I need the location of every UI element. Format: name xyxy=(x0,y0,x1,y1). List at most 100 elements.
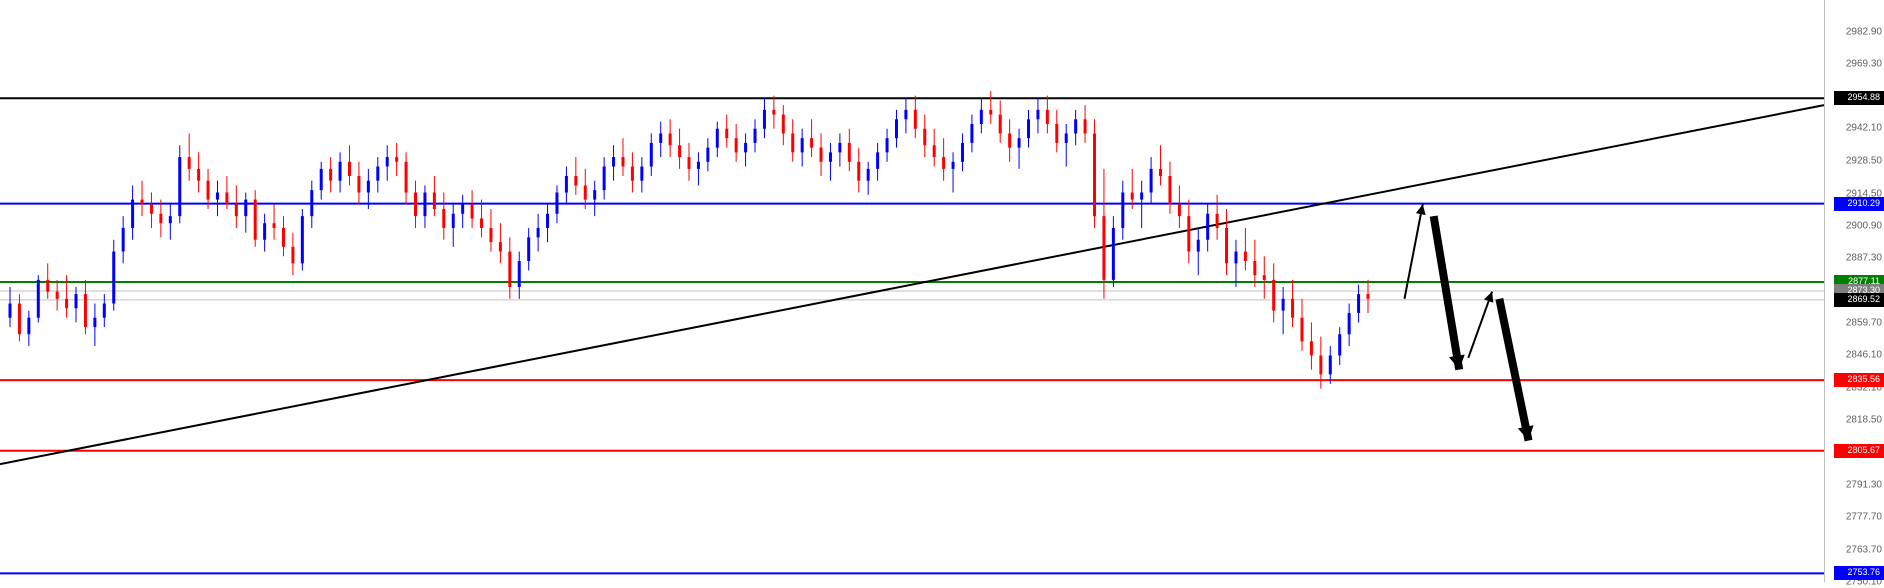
candle-body xyxy=(1036,110,1039,119)
candle-body xyxy=(244,200,247,217)
price-level-tag: 2869.52 xyxy=(1834,293,1884,307)
candle-body xyxy=(1187,216,1190,251)
candle-body xyxy=(933,145,936,157)
candle-body xyxy=(574,176,577,185)
candle-body xyxy=(820,148,823,162)
projection-arrow xyxy=(1499,299,1528,441)
candle-body xyxy=(27,318,30,335)
y-axis-label: 2846.10 xyxy=(1846,350,1882,361)
candle-body xyxy=(37,280,40,318)
candle-body xyxy=(829,152,832,161)
candle-body xyxy=(1027,119,1030,138)
candle-body xyxy=(659,133,662,142)
candle-body xyxy=(1234,252,1237,264)
candle-body xyxy=(433,193,436,210)
candle-body xyxy=(1112,228,1115,280)
candle-body xyxy=(254,200,257,240)
candle-body xyxy=(480,218,483,227)
candle-body xyxy=(961,143,964,162)
y-axis-label: 2928.50 xyxy=(1846,155,1882,166)
candle-body xyxy=(405,162,408,193)
candle-body xyxy=(46,280,49,292)
candle-body xyxy=(1084,119,1087,133)
candle-body xyxy=(1018,138,1021,147)
candle-body xyxy=(546,214,549,228)
candle-body xyxy=(1244,252,1247,261)
candle-body xyxy=(640,167,643,181)
candle-body xyxy=(1263,275,1266,280)
candle-body xyxy=(1348,313,1351,334)
candle-body xyxy=(263,223,266,240)
candle-body xyxy=(791,133,794,152)
candle-body xyxy=(301,216,304,263)
candle-body xyxy=(329,169,332,181)
projection-arrow xyxy=(1404,204,1422,298)
candle-body xyxy=(867,169,870,181)
candle-body xyxy=(452,214,455,228)
candle-body xyxy=(1291,299,1294,318)
candle-body xyxy=(122,228,125,252)
candle-body xyxy=(886,138,889,152)
candle-body xyxy=(584,185,587,199)
candle-body xyxy=(1300,318,1303,342)
candle-body xyxy=(207,181,210,200)
candle-body xyxy=(376,167,379,181)
y-axis-label: 2887.30 xyxy=(1846,252,1882,263)
candle-body xyxy=(1093,133,1096,216)
candle-body xyxy=(1150,169,1153,193)
candle-body xyxy=(65,299,68,308)
candle-body xyxy=(1178,204,1181,216)
y-axis-label: 2791.30 xyxy=(1846,479,1882,490)
candle-body xyxy=(565,176,568,193)
candle-body xyxy=(508,252,511,287)
candle-body xyxy=(895,119,898,138)
candle-body xyxy=(697,162,700,169)
candle-body xyxy=(1102,216,1105,280)
candle-body xyxy=(952,162,955,169)
candle-body xyxy=(688,157,691,169)
candle-body xyxy=(904,110,907,119)
candle-body xyxy=(1131,193,1134,200)
candle-body xyxy=(650,143,653,167)
candle-body xyxy=(1206,214,1209,240)
candle-body xyxy=(603,167,606,191)
candle-body xyxy=(1008,133,1011,147)
candle-body xyxy=(93,318,96,327)
candle-body xyxy=(1055,124,1058,143)
candle-body xyxy=(612,157,615,166)
candle-body xyxy=(735,138,738,152)
candle-body xyxy=(395,157,398,162)
candle-body xyxy=(706,148,709,162)
candle-body xyxy=(1046,110,1049,124)
price-level-tag: 2910.29 xyxy=(1834,197,1884,211)
candle-body xyxy=(669,133,672,145)
candle-body xyxy=(348,162,351,176)
y-axis-label: 2763.70 xyxy=(1846,544,1882,555)
candle-body xyxy=(1074,119,1077,133)
candle-body xyxy=(131,200,134,228)
candle-body xyxy=(1216,214,1219,228)
y-axis: 2982.902969.302955.702942.102928.502914.… xyxy=(1824,0,1884,582)
candle-body xyxy=(367,181,370,193)
candle-body xyxy=(621,157,624,166)
y-axis-label: 2942.10 xyxy=(1846,123,1882,134)
candle-body xyxy=(159,214,162,223)
candle-body xyxy=(9,304,12,318)
y-axis-label: 2969.30 xyxy=(1846,59,1882,70)
candle-body xyxy=(75,294,78,308)
candle-body xyxy=(1225,228,1228,263)
candle-body xyxy=(499,242,502,251)
candle-body xyxy=(725,129,728,138)
candle-body xyxy=(999,115,1002,134)
candle-body xyxy=(169,216,172,223)
candle-body xyxy=(273,223,276,228)
candle-body xyxy=(1329,355,1332,374)
projection-arrow xyxy=(1434,216,1460,370)
y-axis-label: 2818.50 xyxy=(1846,415,1882,426)
candle-body xyxy=(923,129,926,146)
y-axis-label: 2982.90 xyxy=(1846,27,1882,38)
candle-body xyxy=(310,190,313,216)
candle-body xyxy=(414,193,417,217)
candle-body xyxy=(1121,193,1124,228)
candle-body xyxy=(235,204,238,216)
